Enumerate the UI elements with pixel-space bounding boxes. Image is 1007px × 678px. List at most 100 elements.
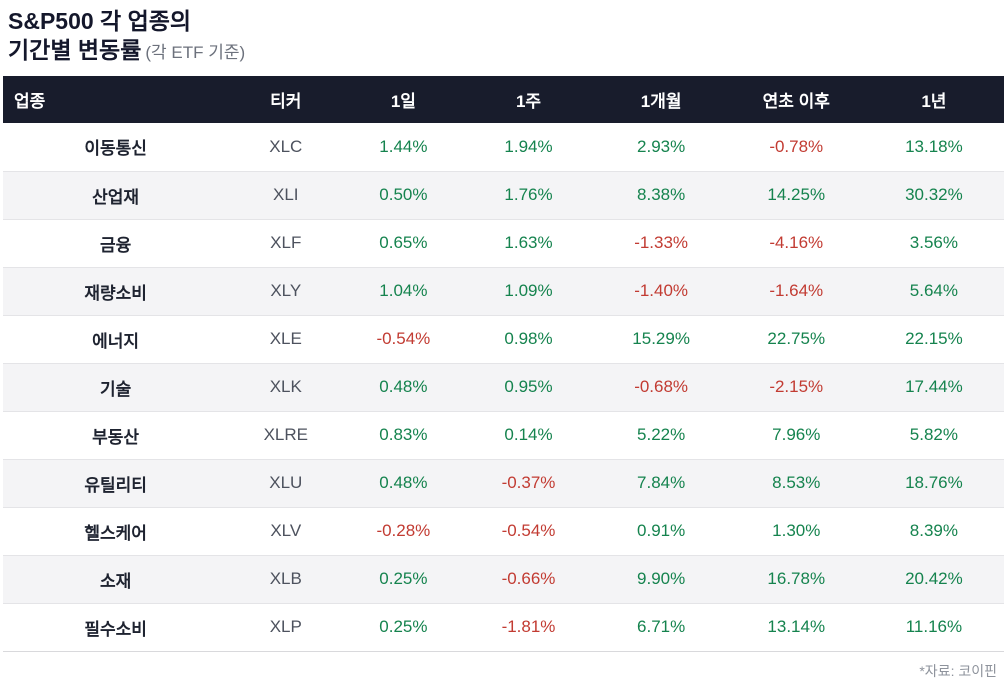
change-cell: 22.15% <box>905 329 963 348</box>
change-cell: 1.63% <box>504 233 553 252</box>
ticker-cell: XLU <box>269 473 303 492</box>
change-cell: -1.81% <box>501 617 556 636</box>
change-cell: 6.71% <box>637 617 686 636</box>
table-body: 이동통신 XLC 1.44% 1.94% 2.93% -0.78% 13.18% 산업재 XLI… <box>3 123 1004 651</box>
change-cell: 22.75% <box>767 329 826 348</box>
change-cell: 0.48% <box>379 377 428 396</box>
change-cell: 7.96% <box>772 425 821 444</box>
change-cell: -0.68% <box>634 377 689 396</box>
change-cell: 1.04% <box>379 281 428 300</box>
change-cell: 9.90% <box>637 569 686 588</box>
sector-cell: 헬스케어 <box>84 523 147 543</box>
change-cell: -0.78% <box>769 136 824 156</box>
table-row: 헬스케어 XLV -0.28% -0.54% 0.91% 1.30% 8.39% <box>3 507 1004 555</box>
change-cell: 0.95% <box>504 377 553 396</box>
table-row: 소재 XLB 0.25% -0.66% 9.90% 16.78% 20.42% <box>3 555 1004 603</box>
table-row: 에너지 XLE -0.54% 0.98% 15.29% 22.75% 22.15% <box>3 315 1004 363</box>
ticker-cell: XLB <box>269 569 302 588</box>
change-cell: -0.66% <box>501 569 556 588</box>
change-cell: 8.39% <box>909 521 958 540</box>
title-block: S&P500 각 업종의 기간별 변동률 (각 ETF 기준) <box>0 0 1007 67</box>
change-cell: 11.16% <box>905 617 963 636</box>
page-title-line1: S&P500 각 업종의 <box>8 8 192 34</box>
change-cell: 1.30% <box>772 521 821 540</box>
change-cell: 20.42% <box>905 569 963 588</box>
change-cell: 5.82% <box>909 425 958 444</box>
sector-cell: 재량소비 <box>84 283 147 303</box>
change-cell: 8.38% <box>637 185 686 204</box>
change-cell: -0.37% <box>501 473 556 492</box>
change-cell: -1.33% <box>634 233 689 252</box>
change-cell: 5.64% <box>909 281 958 300</box>
change-cell: 0.91% <box>637 521 686 540</box>
ticker-cell: XLC <box>269 136 303 156</box>
change-cell: 0.48% <box>379 473 428 492</box>
change-cell: 14.25% <box>767 185 826 204</box>
change-cell: -1.64% <box>769 281 824 300</box>
sector-cell: 부동산 <box>92 427 140 447</box>
sector-cell: 산업재 <box>92 187 140 207</box>
ticker-cell: XLF <box>270 233 302 252</box>
sector-cell: 기술 <box>99 379 132 399</box>
ticker-cell: XLY <box>270 281 302 300</box>
change-cell: 7.84% <box>637 473 686 492</box>
change-cell: 0.50% <box>379 185 428 204</box>
column-header-0: 업종 <box>14 92 46 111</box>
change-cell: 8.53% <box>772 473 821 492</box>
column-header-2: 1일 <box>390 92 416 111</box>
change-cell: 30.32% <box>905 185 963 204</box>
change-cell: 5.22% <box>637 425 686 444</box>
change-cell: 0.83% <box>379 425 428 444</box>
change-cell: 0.14% <box>504 425 553 444</box>
change-cell: -4.16% <box>769 233 824 252</box>
change-cell: 16.78% <box>767 569 826 588</box>
change-cell: 0.98% <box>504 329 553 348</box>
change-cell: 0.25% <box>379 569 428 588</box>
change-cell: -1.40% <box>634 281 689 300</box>
table-row: 이동통신 XLC 1.44% 1.94% 2.93% -0.78% 13.18% <box>3 123 1004 171</box>
ticker-cell: XLK <box>269 377 302 396</box>
change-cell: 1.76% <box>504 185 553 204</box>
table-row: 필수소비 XLP 0.25% -1.81% 6.71% 13.14% 11.16% <box>3 603 1004 651</box>
ticker-cell: XLP <box>269 617 302 636</box>
change-cell: 0.65% <box>379 233 428 252</box>
column-header-4: 1개월 <box>640 92 682 111</box>
page-title-line2: 기간별 변동률 (각 ETF 기준) <box>8 36 999 67</box>
change-cell: -0.28% <box>376 521 431 540</box>
column-header-6: 1년 <box>921 92 947 111</box>
ticker-cell: XLE <box>269 329 302 348</box>
table-row: 부동산 XLRE 0.83% 0.14% 5.22% 7.96% 5.82% <box>3 411 1004 459</box>
change-cell: 2.93% <box>637 136 686 156</box>
page-title-line2-text: 기간별 변동률 <box>8 37 142 63</box>
change-cell: 18.76% <box>905 473 963 492</box>
title-subtitle: (각 ETF 기준) <box>145 43 246 62</box>
change-cell: 1.94% <box>504 136 553 156</box>
sector-cell: 이동통신 <box>84 139 147 159</box>
change-cell: 0.25% <box>379 617 428 636</box>
ticker-cell: XLRE <box>263 425 308 444</box>
change-cell: 3.56% <box>909 233 958 252</box>
table-row: 산업재 XLI 0.50% 1.76% 8.38% 14.25% 30.32% <box>3 171 1004 219</box>
change-cell: -0.54% <box>501 521 556 540</box>
table-row: 금융 XLF 0.65% 1.63% -1.33% -4.16% 3.56% <box>3 219 1004 267</box>
change-cell: 13.18% <box>905 136 963 156</box>
sector-cell: 소재 <box>99 571 132 591</box>
change-cell: 13.14% <box>767 617 826 636</box>
sector-cell: 유틸리티 <box>84 475 147 495</box>
performance-table: 업종 티커 1일 1주 1개월 연초 이후 1년 이동통신 XLC 1.44% 1.94% 2.93… <box>3 76 1004 652</box>
source-note: *자료: 코이핀 <box>919 662 997 678</box>
column-header-5: 연초 이후 <box>762 92 830 111</box>
change-cell: -0.54% <box>376 329 431 348</box>
column-header-3: 1주 <box>515 92 542 111</box>
sector-cell: 금융 <box>99 235 132 255</box>
ticker-cell: XLI <box>273 185 299 204</box>
change-cell: 15.29% <box>632 329 690 348</box>
ticker-cell: XLV <box>270 521 302 540</box>
change-cell: 17.44% <box>905 377 963 396</box>
table-row: 기술 XLK 0.48% 0.95% -0.68% -2.15% 17.44% <box>3 363 1004 411</box>
header-row: 업종 티커 1일 1주 1개월 연초 이후 1년 <box>3 76 1004 123</box>
change-cell: 1.09% <box>504 281 553 300</box>
change-cell: -2.15% <box>769 377 824 396</box>
table-row: 유틸리티 XLU 0.48% -0.37% 7.84% 8.53% 18.76% <box>3 459 1004 507</box>
